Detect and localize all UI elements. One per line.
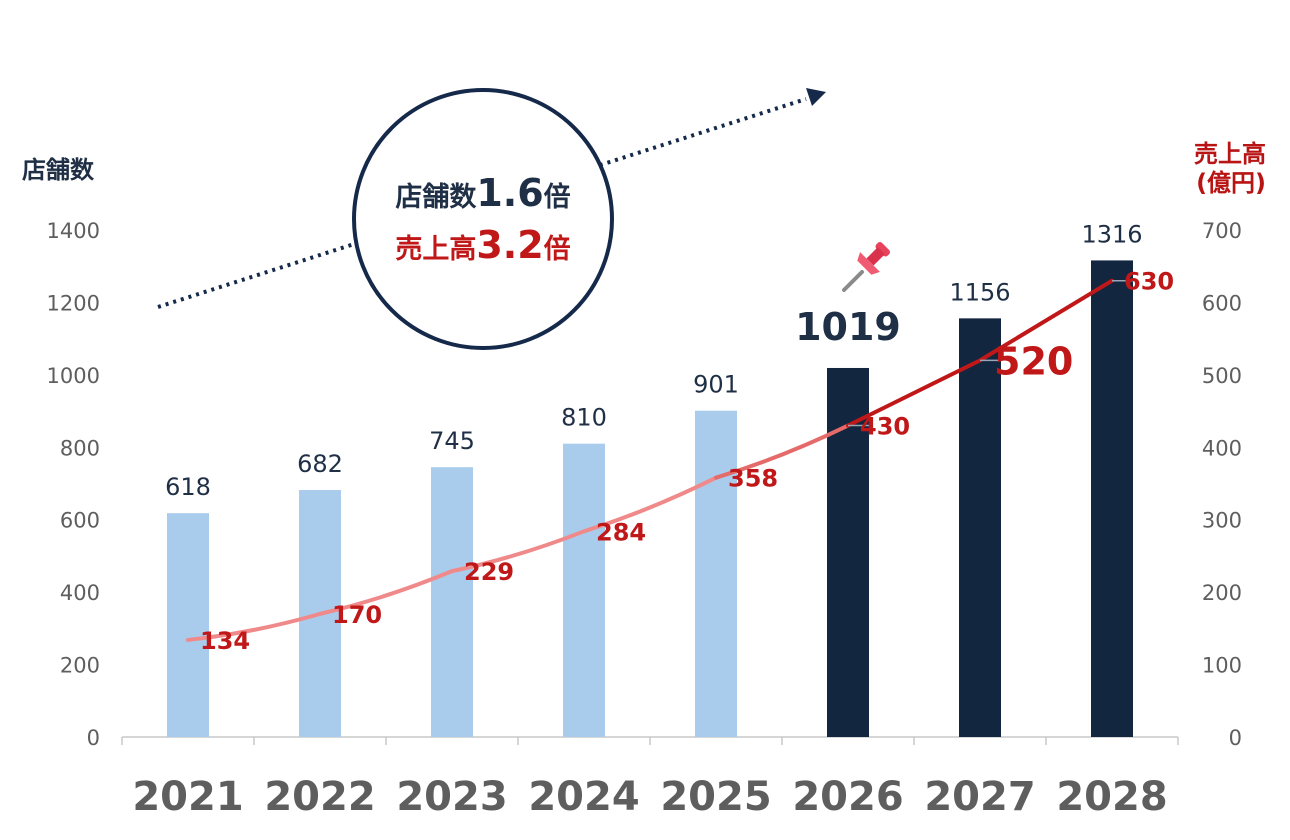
right-axis-title-line2: (億円)	[1196, 168, 1266, 197]
bar	[1091, 260, 1133, 737]
bar	[695, 410, 737, 737]
bar	[563, 443, 605, 737]
left-tick-label: 0	[87, 726, 100, 750]
sales-line-series	[186, 278, 1134, 642]
trend-arrow-shaft	[157, 97, 807, 309]
left-tick-label: 1200	[47, 291, 100, 315]
sales-line-actual	[186, 475, 718, 642]
axis-ticks: 0 200 400 600 800 1000 1200 1400 0 100 200 300 400 50…	[47, 219, 1242, 750]
sales-growth-value: 3.2	[476, 223, 544, 267]
bar	[827, 367, 869, 737]
left-tick-label: 1400	[47, 219, 100, 243]
line-value-label: 430	[860, 413, 910, 441]
x-axis: 2021 2022 2023 2024 2025 2026 2027 2028	[121, 736, 1179, 820]
bar-series	[167, 260, 1133, 737]
x-tick-label: 2025	[660, 774, 771, 820]
trend-arrow-head	[806, 88, 826, 106]
sales-growth-suffix: 倍	[543, 234, 571, 265]
right-tick-label: 700	[1202, 219, 1242, 243]
x-tick-label: 2023	[396, 774, 507, 820]
x-tick-label: 2021	[132, 774, 243, 820]
sales-growth-text: 売上高3.2倍	[395, 226, 570, 264]
bar-value-label: 810	[561, 404, 607, 432]
right-tick-label: 0	[1229, 726, 1242, 750]
left-tick-label: 400	[60, 581, 100, 605]
x-tick-label: 2026	[792, 774, 903, 820]
right-axis-title-line1: 売上高	[1194, 140, 1266, 168]
bar-value-label: 745	[429, 427, 475, 455]
store-growth-text: 店舗数1.6倍	[395, 174, 570, 212]
x-tick-label: 2022	[264, 774, 375, 820]
line-value-label: 170	[332, 601, 382, 629]
store-growth-value: 1.6	[476, 171, 544, 215]
store-growth-suffix: 倍	[543, 182, 571, 213]
bar-value-label: 618	[165, 473, 211, 501]
bar	[167, 513, 209, 737]
line-value-label: 630	[1124, 268, 1174, 296]
bar-value-label: 1156	[949, 278, 1010, 306]
left-axis-title: 店舗数	[22, 156, 94, 184]
right-tick-label: 600	[1202, 291, 1242, 315]
bar-value-label: 1019	[795, 305, 901, 349]
x-tick-label: 2024	[528, 774, 639, 820]
x-tick-label: 2028	[1056, 774, 1167, 820]
store-growth-label: 店舗数	[395, 182, 477, 213]
right-axis-title: 売上高 (億円)	[1194, 140, 1266, 198]
right-tick-label: 500	[1202, 364, 1242, 388]
line-value-label: 284	[596, 518, 646, 546]
bar	[959, 318, 1001, 737]
data-labels: 618 682 745 810 901 1019 1156 1316 134 170 229 284 3…	[165, 220, 1174, 655]
bar	[431, 467, 473, 737]
left-tick-label: 1000	[47, 364, 100, 388]
right-tick-label: 100	[1202, 654, 1242, 678]
line-value-label: 358	[728, 465, 778, 493]
left-tick-label: 600	[60, 509, 100, 533]
pushpin-icon	[842, 242, 890, 292]
left-tick-label: 800	[60, 436, 100, 460]
sales-line-transition	[714, 423, 850, 480]
sales-growth-label: 売上高	[395, 234, 477, 265]
x-tick-label: 2027	[924, 774, 1035, 820]
bar-value-label: 901	[693, 371, 739, 399]
right-tick-label: 200	[1202, 581, 1242, 605]
trend-arrow-icon	[157, 88, 826, 309]
bar-value-label: 682	[297, 450, 343, 478]
left-tick-label: 200	[60, 654, 100, 678]
bar-value-label: 1316	[1081, 220, 1142, 248]
growth-highlight-circle: 店舗数1.6倍 売上高3.2倍	[352, 88, 614, 350]
line-value-label: 520	[994, 339, 1073, 383]
line-value-label: 134	[200, 627, 250, 655]
right-tick-label: 300	[1202, 509, 1242, 533]
line-value-label: 229	[464, 558, 514, 586]
right-tick-label: 400	[1202, 436, 1242, 460]
